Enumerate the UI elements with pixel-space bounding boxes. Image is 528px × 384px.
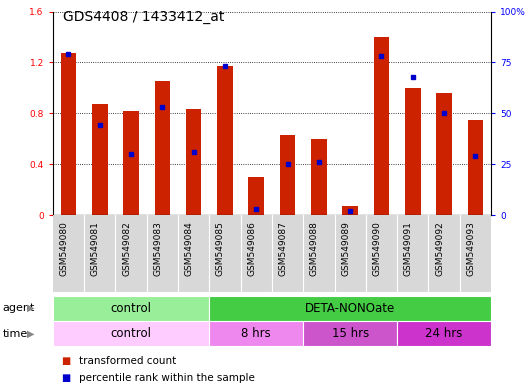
Text: GSM549081: GSM549081 — [91, 221, 100, 276]
Text: GSM549082: GSM549082 — [122, 221, 131, 276]
Text: transformed count: transformed count — [79, 356, 176, 366]
Bar — [92, 104, 108, 215]
Text: 8 hrs: 8 hrs — [241, 328, 271, 340]
Bar — [436, 93, 452, 215]
Bar — [53, 296, 209, 321]
Text: 15 hrs: 15 hrs — [332, 328, 369, 340]
Bar — [405, 88, 421, 215]
Text: control: control — [110, 328, 152, 340]
Bar — [303, 321, 397, 346]
Text: time: time — [3, 329, 28, 339]
Text: GSM549091: GSM549091 — [404, 221, 413, 276]
Text: ▶: ▶ — [27, 303, 35, 313]
Text: agent: agent — [3, 303, 35, 313]
Bar — [209, 321, 303, 346]
Bar — [374, 37, 389, 215]
Bar — [311, 139, 327, 215]
Bar — [123, 111, 139, 215]
Text: GSM549083: GSM549083 — [153, 221, 163, 276]
Text: GSM549086: GSM549086 — [247, 221, 256, 276]
Bar — [186, 109, 202, 215]
Text: GSM549088: GSM549088 — [310, 221, 319, 276]
Text: GSM549092: GSM549092 — [435, 221, 444, 276]
Text: ■: ■ — [61, 356, 70, 366]
Text: ▶: ▶ — [27, 329, 35, 339]
Text: GDS4408 / 1433412_at: GDS4408 / 1433412_at — [63, 10, 225, 23]
Bar — [397, 321, 491, 346]
Text: GSM549084: GSM549084 — [185, 221, 194, 276]
Bar — [280, 135, 295, 215]
Bar — [249, 177, 264, 215]
Bar — [209, 296, 491, 321]
Text: 24 hrs: 24 hrs — [426, 328, 463, 340]
Text: DETA-NONOate: DETA-NONOate — [305, 302, 395, 314]
Text: GSM549093: GSM549093 — [466, 221, 475, 276]
Text: ■: ■ — [61, 373, 70, 383]
Text: GSM549080: GSM549080 — [60, 221, 69, 276]
Text: GSM549087: GSM549087 — [279, 221, 288, 276]
Text: GSM549090: GSM549090 — [372, 221, 381, 276]
Text: GSM549085: GSM549085 — [216, 221, 225, 276]
Text: GSM549089: GSM549089 — [341, 221, 350, 276]
Text: percentile rank within the sample: percentile rank within the sample — [79, 373, 255, 383]
Text: control: control — [110, 302, 152, 314]
Bar — [155, 81, 170, 215]
Bar — [217, 66, 233, 215]
Bar — [468, 120, 483, 215]
Bar — [342, 206, 358, 215]
Bar — [53, 321, 209, 346]
Bar — [61, 53, 76, 215]
